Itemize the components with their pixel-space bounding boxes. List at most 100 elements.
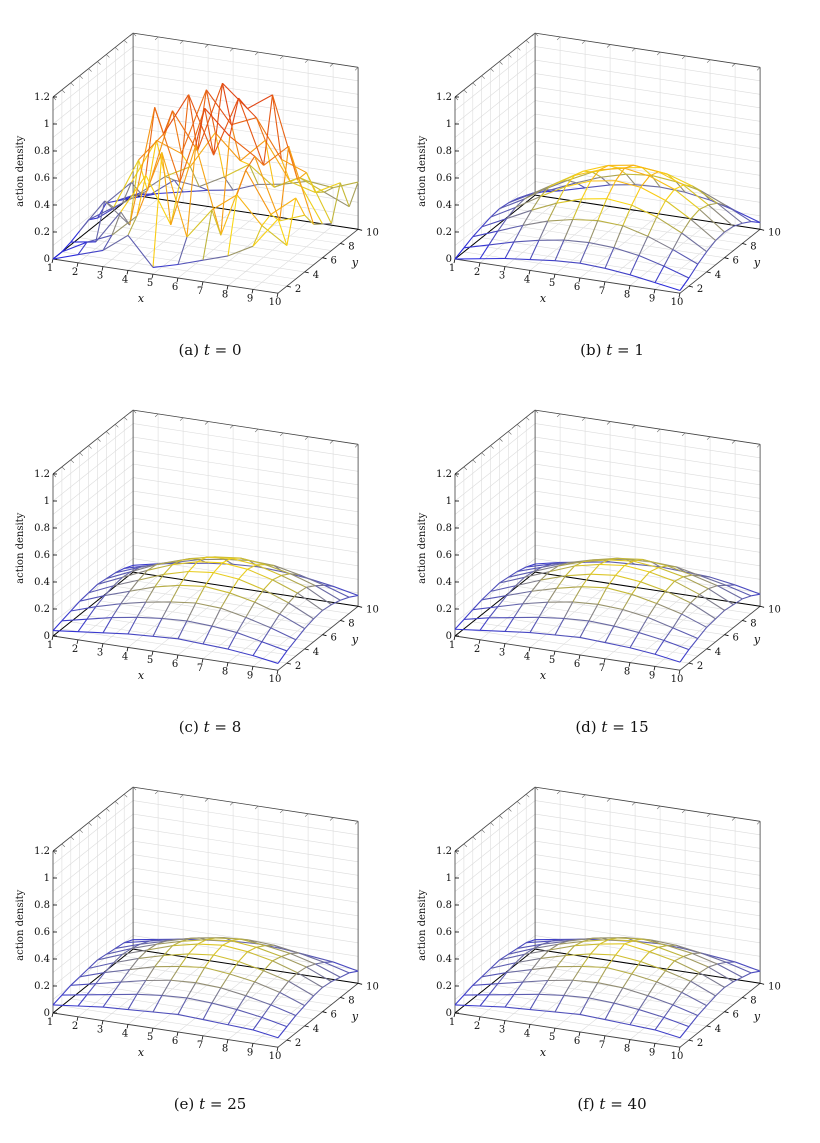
mesh-segment	[590, 169, 600, 182]
mesh-segment	[717, 961, 727, 965]
grid-line	[127, 960, 209, 1025]
grid-line	[79, 991, 305, 1027]
mesh-segment	[733, 598, 743, 606]
grid-line	[535, 140, 761, 176]
mesh-segment	[631, 961, 642, 975]
mesh-segment	[725, 205, 752, 223]
x-tick-mark	[478, 639, 481, 644]
mesh-segment	[213, 97, 240, 156]
mesh-segment	[77, 241, 88, 256]
mesh-segment	[136, 152, 163, 217]
mesh-segment	[699, 966, 709, 974]
mesh-segment	[290, 181, 316, 193]
tick-mark	[354, 444, 359, 448]
tick-mark	[279, 809, 284, 814]
x-tick-label: 5	[147, 1032, 153, 1043]
tick-mark	[681, 55, 686, 60]
x-tick-label: 7	[599, 663, 605, 674]
mesh-segment	[679, 649, 690, 663]
mesh-segment	[697, 1005, 708, 1016]
mesh-segment	[649, 567, 659, 573]
mesh-segment	[202, 1002, 213, 1020]
mesh-segment	[656, 590, 667, 604]
mesh-segment	[236, 194, 263, 226]
x-tick-mark	[51, 635, 54, 641]
mesh-segment	[558, 940, 584, 945]
mesh-segment	[264, 140, 291, 183]
mesh-segment	[183, 189, 209, 193]
tick-mark	[481, 452, 485, 456]
mesh-segment	[540, 575, 566, 581]
mesh-segment	[131, 564, 157, 573]
surface-plot: 00.20.40.60.811.21 2 3 4 5 6 7 8 9 10246810action…	[417, 409, 781, 685]
mesh-segment	[148, 179, 175, 196]
grid-line	[133, 140, 359, 176]
mesh-segment	[676, 944, 702, 954]
tick-mark	[681, 809, 686, 814]
x-tick-mark	[503, 1020, 506, 1025]
surface-plot: 00.20.40.60.811.21 2 3 4 5 6 7 8 9 10246810action…	[15, 786, 379, 1062]
mesh-segment	[617, 937, 643, 940]
mesh-segment	[674, 184, 684, 190]
y-tick-mark	[286, 662, 291, 665]
x-axis-line	[52, 258, 279, 294]
grid-line	[133, 908, 359, 944]
mesh-segment	[95, 211, 122, 243]
mesh-segment	[261, 641, 288, 652]
mesh-segment	[136, 993, 162, 996]
mesh-segment	[672, 249, 699, 265]
mesh-segment	[540, 571, 550, 581]
floor-edge	[535, 571, 761, 607]
grid-line	[152, 964, 234, 1029]
grid-line	[499, 600, 725, 635]
x-tick-label: 5	[147, 655, 153, 666]
surface-panel-b: 0 0.2 0.4 0.6 0.8 1 1.2 1 2 3 4 5 6 7 8 9 10 2 4 6 8 10 action…	[412, 4, 812, 379]
mesh-segment	[481, 595, 507, 601]
mesh-segment	[229, 973, 255, 983]
mesh-segment	[322, 604, 332, 611]
grid-line	[490, 984, 716, 1020]
grid-line	[52, 59, 134, 125]
x-tick-label: 1	[47, 640, 53, 651]
y-tick-mark	[304, 1025, 309, 1028]
mesh-segment	[688, 263, 699, 279]
surface-plot: 00.20.40.60.811.21 2 3 4 5 6 7 8 9 10246810action…	[417, 786, 781, 1062]
mesh-segment	[122, 949, 148, 955]
mesh-segment	[138, 573, 164, 581]
mesh-segment	[229, 578, 240, 594]
x-tick-label: 6	[172, 282, 178, 293]
mesh-segment	[88, 583, 98, 594]
x-tick-mark	[251, 666, 254, 671]
mesh-segment	[197, 943, 223, 946]
mesh-segment	[538, 601, 549, 618]
grid-line	[52, 127, 134, 192]
mesh-segment	[690, 972, 700, 982]
mesh-segment	[590, 943, 600, 955]
mesh-segment	[254, 970, 265, 983]
mesh-segment	[102, 994, 113, 1008]
y-tick-mark	[688, 285, 693, 288]
mesh-segment	[147, 564, 157, 571]
mesh-segment	[579, 242, 590, 264]
tick-mark	[481, 75, 485, 79]
mesh-segment	[497, 603, 523, 608]
mesh-segment	[154, 107, 181, 183]
mesh-segment	[102, 234, 129, 251]
mesh-segment	[633, 938, 643, 942]
grid-line	[124, 955, 350, 991]
x-tick-mark	[101, 643, 104, 648]
mesh-segment	[286, 639, 297, 652]
caption-value: 8	[231, 718, 242, 736]
mesh-segment	[588, 982, 599, 999]
surface-panel-f: 0 0.2 0.4 0.6 0.8 1 1.2 1 2 3 4 5 6 7 8 9 10 2 4 6 8 10 action…	[412, 758, 812, 1133]
mesh-segment	[622, 594, 633, 610]
mesh-segment	[622, 973, 633, 989]
mesh-segment	[215, 937, 241, 940]
mesh-segment	[597, 967, 608, 983]
y-tick-mark	[760, 982, 765, 985]
box-edge	[454, 32, 536, 98]
mesh-segment	[583, 164, 609, 172]
grid-line	[133, 73, 359, 109]
mesh-segment	[699, 972, 725, 988]
caption: (e) t = 25	[173, 1095, 247, 1113]
